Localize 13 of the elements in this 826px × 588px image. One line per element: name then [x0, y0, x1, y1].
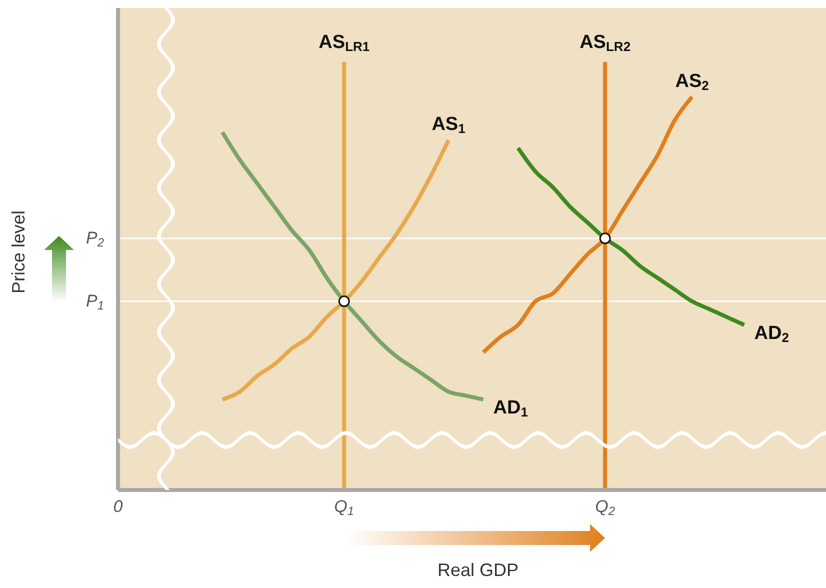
ref-line-label: AS$_{LR2}$ [580, 32, 631, 54]
series-label: AS$_{2}$ [675, 70, 709, 94]
ref-line-label: P$_{2}$ [86, 228, 104, 250]
series-label: AS$_{1}$ [432, 114, 466, 136]
x-tick-label: Q$_{1}$ [334, 497, 354, 518]
x-tick-label: 0 [113, 497, 124, 516]
y-axis-title: Price level [8, 210, 30, 294]
ref-line-label: P$_{1}$ [86, 291, 104, 312]
x-axis-title: Real GDP [436, 560, 520, 581]
series-label: AD$_{1}$ [493, 398, 528, 420]
x-tick-label: Q$_{2}$ [595, 497, 616, 518]
series-label: AD$_{2}$ [754, 322, 789, 346]
ref-line-label: AS$_{LR1}$ [318, 32, 370, 54]
